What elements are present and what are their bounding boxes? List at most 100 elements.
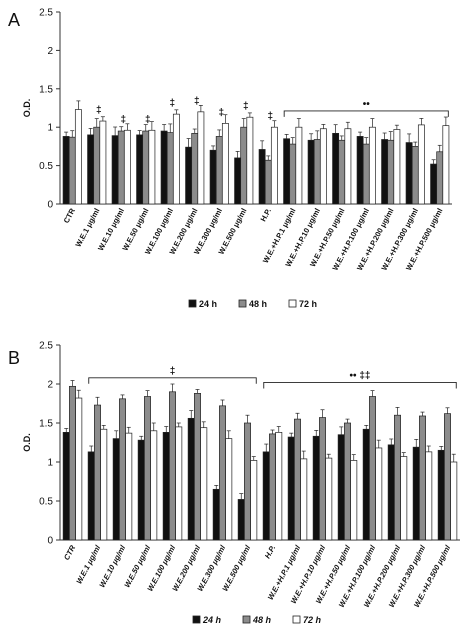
- bar: [197, 111, 205, 205]
- y-tick-label: 1.5: [39, 419, 53, 430]
- category-label: CTR: [62, 206, 78, 224]
- y-tick-label: 1: [47, 123, 53, 134]
- bar: [162, 432, 170, 541]
- legend-swatch: [192, 615, 201, 624]
- bar: [191, 132, 199, 205]
- legend-swatch: [238, 299, 247, 308]
- significance-marker: ‡: [267, 111, 273, 122]
- y-tick-label: 1.5: [39, 84, 53, 95]
- bar: [225, 438, 233, 541]
- bar: [150, 430, 158, 541]
- bar: [94, 404, 101, 541]
- significance-marker: ‡: [243, 101, 249, 112]
- bar: [442, 125, 450, 205]
- y-tick-label: 0.5: [39, 497, 53, 508]
- legend-swatch: [288, 299, 297, 308]
- bar: [295, 126, 303, 205]
- legend-label: 48 h: [252, 615, 272, 625]
- bar: [237, 499, 245, 541]
- bar: [270, 126, 278, 205]
- bar: [344, 422, 351, 541]
- significance-bracket: [263, 382, 457, 389]
- bar: [169, 391, 176, 541]
- bar: [393, 129, 401, 205]
- bar: [87, 134, 95, 205]
- significance-marker: ‡: [170, 366, 176, 377]
- bar: [148, 129, 156, 205]
- bar: [369, 396, 376, 541]
- bar: [450, 461, 458, 541]
- bar: [387, 139, 395, 205]
- bar: [117, 130, 125, 205]
- significance-marker: •• ‡‡: [350, 370, 371, 381]
- bar: [381, 139, 389, 205]
- y-axis-label: O.D.: [22, 99, 32, 118]
- bar: [234, 157, 242, 205]
- bar: [93, 126, 101, 205]
- bar: [142, 130, 150, 205]
- bar: [240, 126, 248, 205]
- bar: [419, 415, 426, 541]
- significance-marker: ‡: [120, 114, 126, 125]
- bar: [394, 414, 401, 541]
- bar: [425, 451, 433, 541]
- bar: [137, 439, 145, 541]
- bar: [337, 434, 345, 541]
- bar: [172, 113, 180, 205]
- bar: [62, 432, 70, 541]
- bar: [344, 128, 352, 205]
- y-tick-label: 0.5: [39, 161, 53, 172]
- bar: [319, 417, 326, 541]
- bar: [100, 428, 108, 541]
- bar: [430, 163, 438, 205]
- bar: [436, 151, 444, 205]
- bar: [160, 130, 168, 205]
- y-tick-label: 1: [47, 458, 53, 469]
- bar: [166, 132, 174, 205]
- y-tick-label: 2.5: [39, 8, 53, 19]
- bar: [74, 109, 82, 205]
- bar: [350, 460, 358, 541]
- bar: [69, 385, 76, 541]
- significance-marker: ‡: [96, 105, 102, 116]
- significance-marker: ••: [363, 99, 371, 110]
- significance-marker: ‡: [194, 96, 200, 107]
- bar: [209, 149, 217, 205]
- bar: [287, 436, 295, 541]
- bar: [244, 422, 251, 541]
- bar: [294, 418, 301, 541]
- bar: [111, 135, 119, 205]
- bar: [219, 405, 226, 541]
- bar: [87, 451, 95, 541]
- bar: [194, 393, 201, 541]
- bar: [144, 396, 151, 541]
- bar: [356, 136, 364, 205]
- bar: [289, 143, 297, 205]
- bar: [411, 146, 419, 205]
- bar: [307, 139, 315, 205]
- category-label: CTR: [62, 543, 78, 561]
- panel-letter: B: [8, 348, 20, 368]
- bar: [312, 435, 320, 541]
- bar: [319, 128, 327, 205]
- significance-bracket: [88, 377, 257, 384]
- bar: [62, 136, 70, 205]
- bar: [332, 132, 340, 205]
- bar: [262, 451, 270, 541]
- significance-bracket: [283, 110, 449, 117]
- bar: [215, 136, 223, 205]
- bar: [200, 427, 208, 541]
- bar: [246, 116, 254, 205]
- legend-swatch: [188, 299, 197, 308]
- significance-marker: ‡: [218, 107, 224, 118]
- bar: [136, 134, 144, 205]
- legend: 24 h 48 h 72 h: [192, 615, 322, 625]
- category-label: H.P.: [263, 544, 277, 560]
- bar: [119, 398, 126, 541]
- significance-marker: ‡: [145, 114, 151, 125]
- bar: [123, 129, 131, 205]
- bar: [269, 433, 276, 541]
